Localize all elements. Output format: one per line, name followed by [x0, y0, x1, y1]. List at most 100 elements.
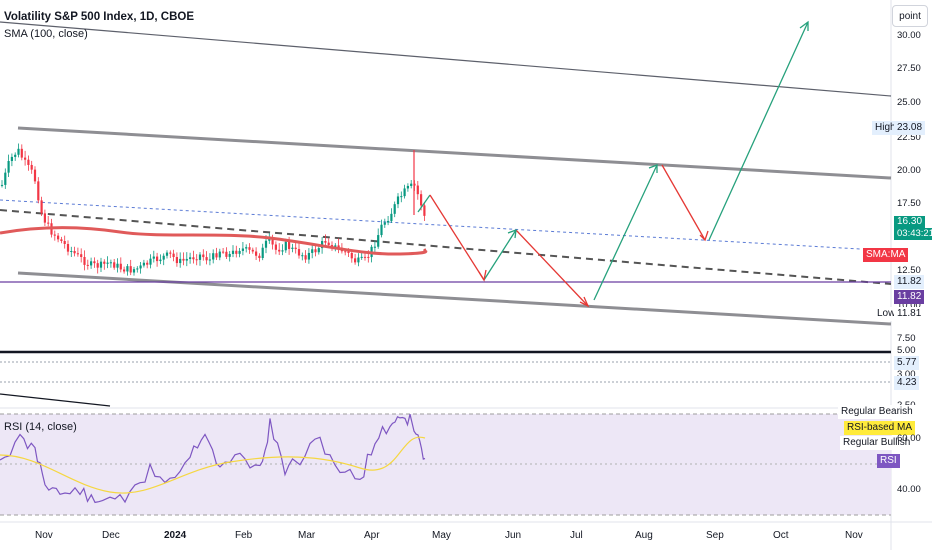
candle-body	[264, 240, 268, 248]
candle-body	[142, 262, 145, 266]
candle-body	[17, 148, 20, 155]
low-label-tag: Low	[874, 307, 899, 321]
price-tick: 12.50	[897, 265, 921, 276]
trendline-upper[interactable]	[0, 21, 892, 97]
candle-body	[7, 161, 10, 173]
candle-body	[165, 252, 169, 256]
candle-body	[311, 249, 314, 253]
time-label: Mar	[298, 530, 316, 541]
candle-body	[390, 213, 393, 221]
candle-body	[103, 261, 106, 264]
candle-body	[383, 222, 386, 225]
candle-body	[255, 251, 258, 256]
candle-body	[40, 200, 43, 214]
candle-body	[367, 256, 370, 258]
sma-line	[0, 226, 428, 256]
candle-body	[222, 251, 225, 253]
channel-bottom-line[interactable]	[17, 271, 892, 326]
candle-body	[182, 258, 185, 261]
candle-body	[129, 266, 132, 273]
candle-body	[60, 239, 63, 242]
candle-body	[33, 169, 37, 182]
candle-body	[387, 220, 390, 223]
price-tick: 20.00	[897, 165, 921, 176]
time-label: Aug	[635, 530, 653, 541]
candle-body	[113, 262, 116, 268]
candle-body	[4, 172, 7, 185]
rsi-tick: 60.00	[897, 433, 921, 444]
channel-mid-line[interactable]	[0, 209, 892, 285]
candle-body	[354, 258, 357, 263]
candle-body	[189, 257, 192, 259]
candle-body	[27, 159, 30, 165]
price-tick: 22.50	[897, 132, 921, 143]
candle-body	[373, 246, 376, 248]
candle-body	[363, 256, 367, 258]
candle-body	[96, 263, 99, 268]
price-unit-button[interactable]: point	[892, 5, 928, 27]
candle-body	[212, 253, 215, 260]
candle-body	[162, 255, 165, 260]
rsi-ma-label: RSI-based MA	[844, 421, 916, 435]
candle-body	[420, 194, 423, 206]
candle-body	[423, 205, 426, 216]
candle-body	[228, 253, 231, 257]
channel-top-line[interactable]	[17, 126, 892, 180]
level-tag-b: 4.23	[894, 376, 920, 390]
high-label-tag: High	[872, 121, 899, 135]
regular-bullish-label: Regular Bullish	[840, 436, 914, 450]
candle-body	[235, 250, 238, 254]
candle-body	[396, 196, 400, 205]
candle-body	[139, 265, 142, 269]
projection-arrows[interactable]	[417, 20, 809, 308]
candle-body	[116, 263, 119, 268]
level-tag-a: 5.77	[894, 356, 920, 370]
candle-body	[90, 261, 93, 266]
time-label: May	[432, 530, 451, 541]
candle-body	[159, 259, 162, 262]
high-value-tag: 23.08	[894, 121, 926, 135]
candle-body	[215, 253, 218, 258]
sma-legend[interactable]: SMA (100, close)	[4, 28, 88, 40]
candle-body	[126, 266, 129, 272]
candle-body	[0, 184, 4, 186]
rsi-ma-line	[0, 436, 426, 494]
candle-body	[30, 164, 33, 170]
candle-body	[93, 261, 96, 264]
time-label: Nov	[845, 530, 863, 541]
candle-body	[406, 185, 409, 189]
candle-body	[195, 259, 198, 261]
candle-body	[198, 254, 202, 260]
candle-body	[106, 262, 109, 264]
time-label: Dec	[102, 530, 120, 541]
price-tick: 30.00	[897, 30, 921, 41]
candle-body	[185, 258, 188, 261]
price-tick: 10.00	[897, 300, 921, 311]
line-value-tag-a: 11.82	[894, 275, 925, 289]
chart-title[interactable]: Volatility S&P 500 Index, 1D, CBOE	[4, 11, 195, 23]
blue-dotted-line[interactable]	[0, 199, 861, 250]
candle-body	[152, 256, 155, 259]
rsi-legend[interactable]: RSI (14, close)	[4, 421, 77, 433]
candle-body	[238, 250, 241, 254]
candle-body	[324, 241, 327, 243]
candle-body	[208, 259, 211, 261]
sma-tag: SMA:MA	[863, 248, 909, 262]
trendline-lower[interactable]	[0, 393, 111, 407]
candle-body	[57, 235, 60, 240]
time-label: Feb	[235, 530, 253, 541]
candle-body	[304, 255, 307, 260]
candle-body	[294, 247, 297, 250]
candle-body	[37, 181, 40, 201]
candle-body	[278, 249, 281, 252]
time-label: 2024	[164, 530, 187, 541]
candle-body	[146, 262, 149, 265]
candle-body	[258, 255, 261, 259]
candle-body	[291, 247, 294, 249]
candle-body	[245, 247, 248, 249]
price-tick: 7.50	[897, 333, 916, 344]
candle-body	[63, 241, 66, 244]
price-tick: 5.00	[897, 345, 916, 356]
price-tick: 17.50	[897, 198, 921, 209]
